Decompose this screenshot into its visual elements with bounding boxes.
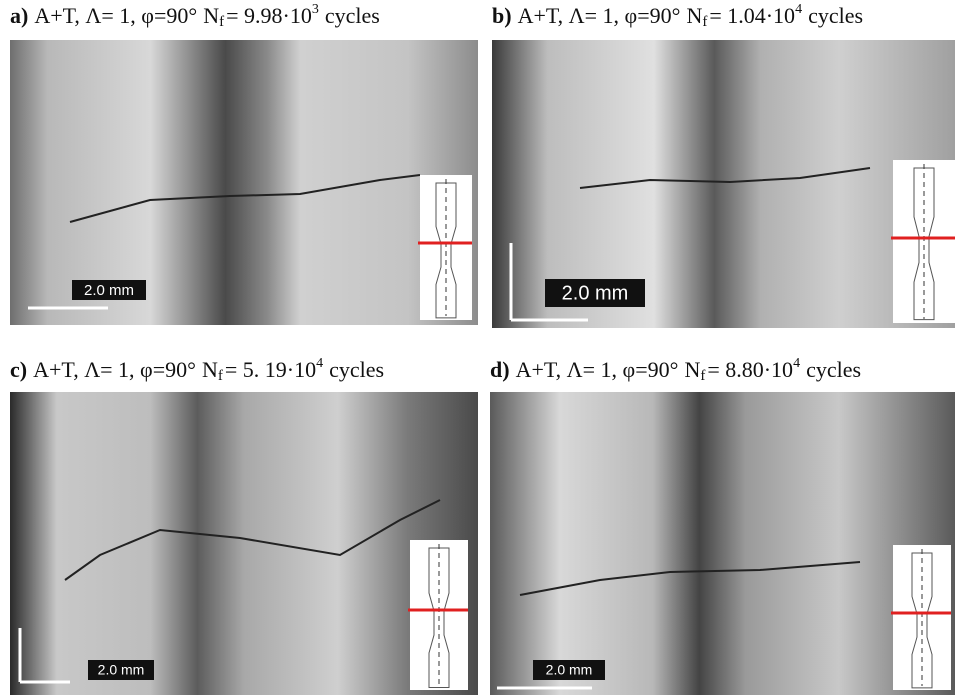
unit: cycles (329, 357, 384, 382)
panel-label: b) (492, 3, 512, 28)
symbol: N (684, 357, 700, 382)
panel: a)A+T, Λ= 1, φ=90°Nf= 9.98·103 cycles 2.0 … (10, 2, 478, 325)
cycle-count: = 8.80·10 (707, 357, 793, 382)
caption-text: A+T, Λ= 1, φ=90° (518, 3, 681, 28)
symbol: N (686, 3, 702, 28)
cycle-count: = 9.98·10 (226, 3, 312, 28)
scale-bar-label: 2.0 mm (546, 662, 593, 678)
symbol-sub: f (700, 368, 705, 384)
symbol-sub: f (702, 14, 707, 30)
micrograph (10, 392, 478, 695)
exponent: 4 (793, 356, 800, 371)
panel: d)A+T, Λ= 1, φ=90°Nf= 8.80·104 cycles 2.0 … (490, 356, 955, 695)
caption-text: A+T, Λ= 1, φ=90° (33, 357, 196, 382)
scale-bar-label: 2.0 mm (84, 282, 134, 299)
exponent: 3 (312, 2, 319, 17)
cycle-count: = 1.04·10 (709, 3, 795, 28)
figure: a)A+T, Λ= 1, φ=90°Nf= 9.98·103cycles2.0 … (0, 0, 960, 695)
symbol: N (202, 357, 218, 382)
unit: cycles (808, 3, 863, 28)
micrograph (490, 392, 955, 695)
unit: cycles (325, 3, 380, 28)
unit: cycles (806, 357, 861, 382)
panel-label: c) (10, 357, 27, 382)
caption: d)A+T, Λ= 1, φ=90°Nf= 8.80·104 cycles (490, 356, 861, 384)
scale-bar-label: 2.0 mm (98, 662, 145, 678)
exponent: 4 (316, 356, 323, 371)
caption: c)A+T, Λ= 1, φ=90°Nf= 5. 19·104 cycles (10, 356, 384, 384)
symbol: N (203, 3, 219, 28)
caption: a)A+T, Λ= 1, φ=90°Nf= 9.98·103 cycles (10, 2, 380, 30)
panel: b)A+T, Λ= 1, φ=90°Nf= 1.04·104 cycles 2.0 … (492, 2, 955, 328)
symbol-sub: f (218, 368, 223, 384)
exponent: 4 (795, 2, 802, 17)
caption: b)A+T, Λ= 1, φ=90°Nf= 1.04·104 cycles (492, 2, 863, 30)
caption-text: A+T, Λ= 1, φ=90° (34, 3, 197, 28)
panel-label: d) (490, 357, 510, 382)
symbol-sub: f (219, 14, 224, 30)
cycle-count: = 5. 19·10 (225, 357, 316, 382)
panel: c)A+T, Λ= 1, φ=90°Nf= 5. 19·104 cycles 2.0… (10, 356, 478, 695)
scale-bar-label: 2.0 mm (562, 282, 629, 304)
panel-label: a) (10, 3, 28, 28)
caption-text: A+T, Λ= 1, φ=90° (516, 357, 679, 382)
